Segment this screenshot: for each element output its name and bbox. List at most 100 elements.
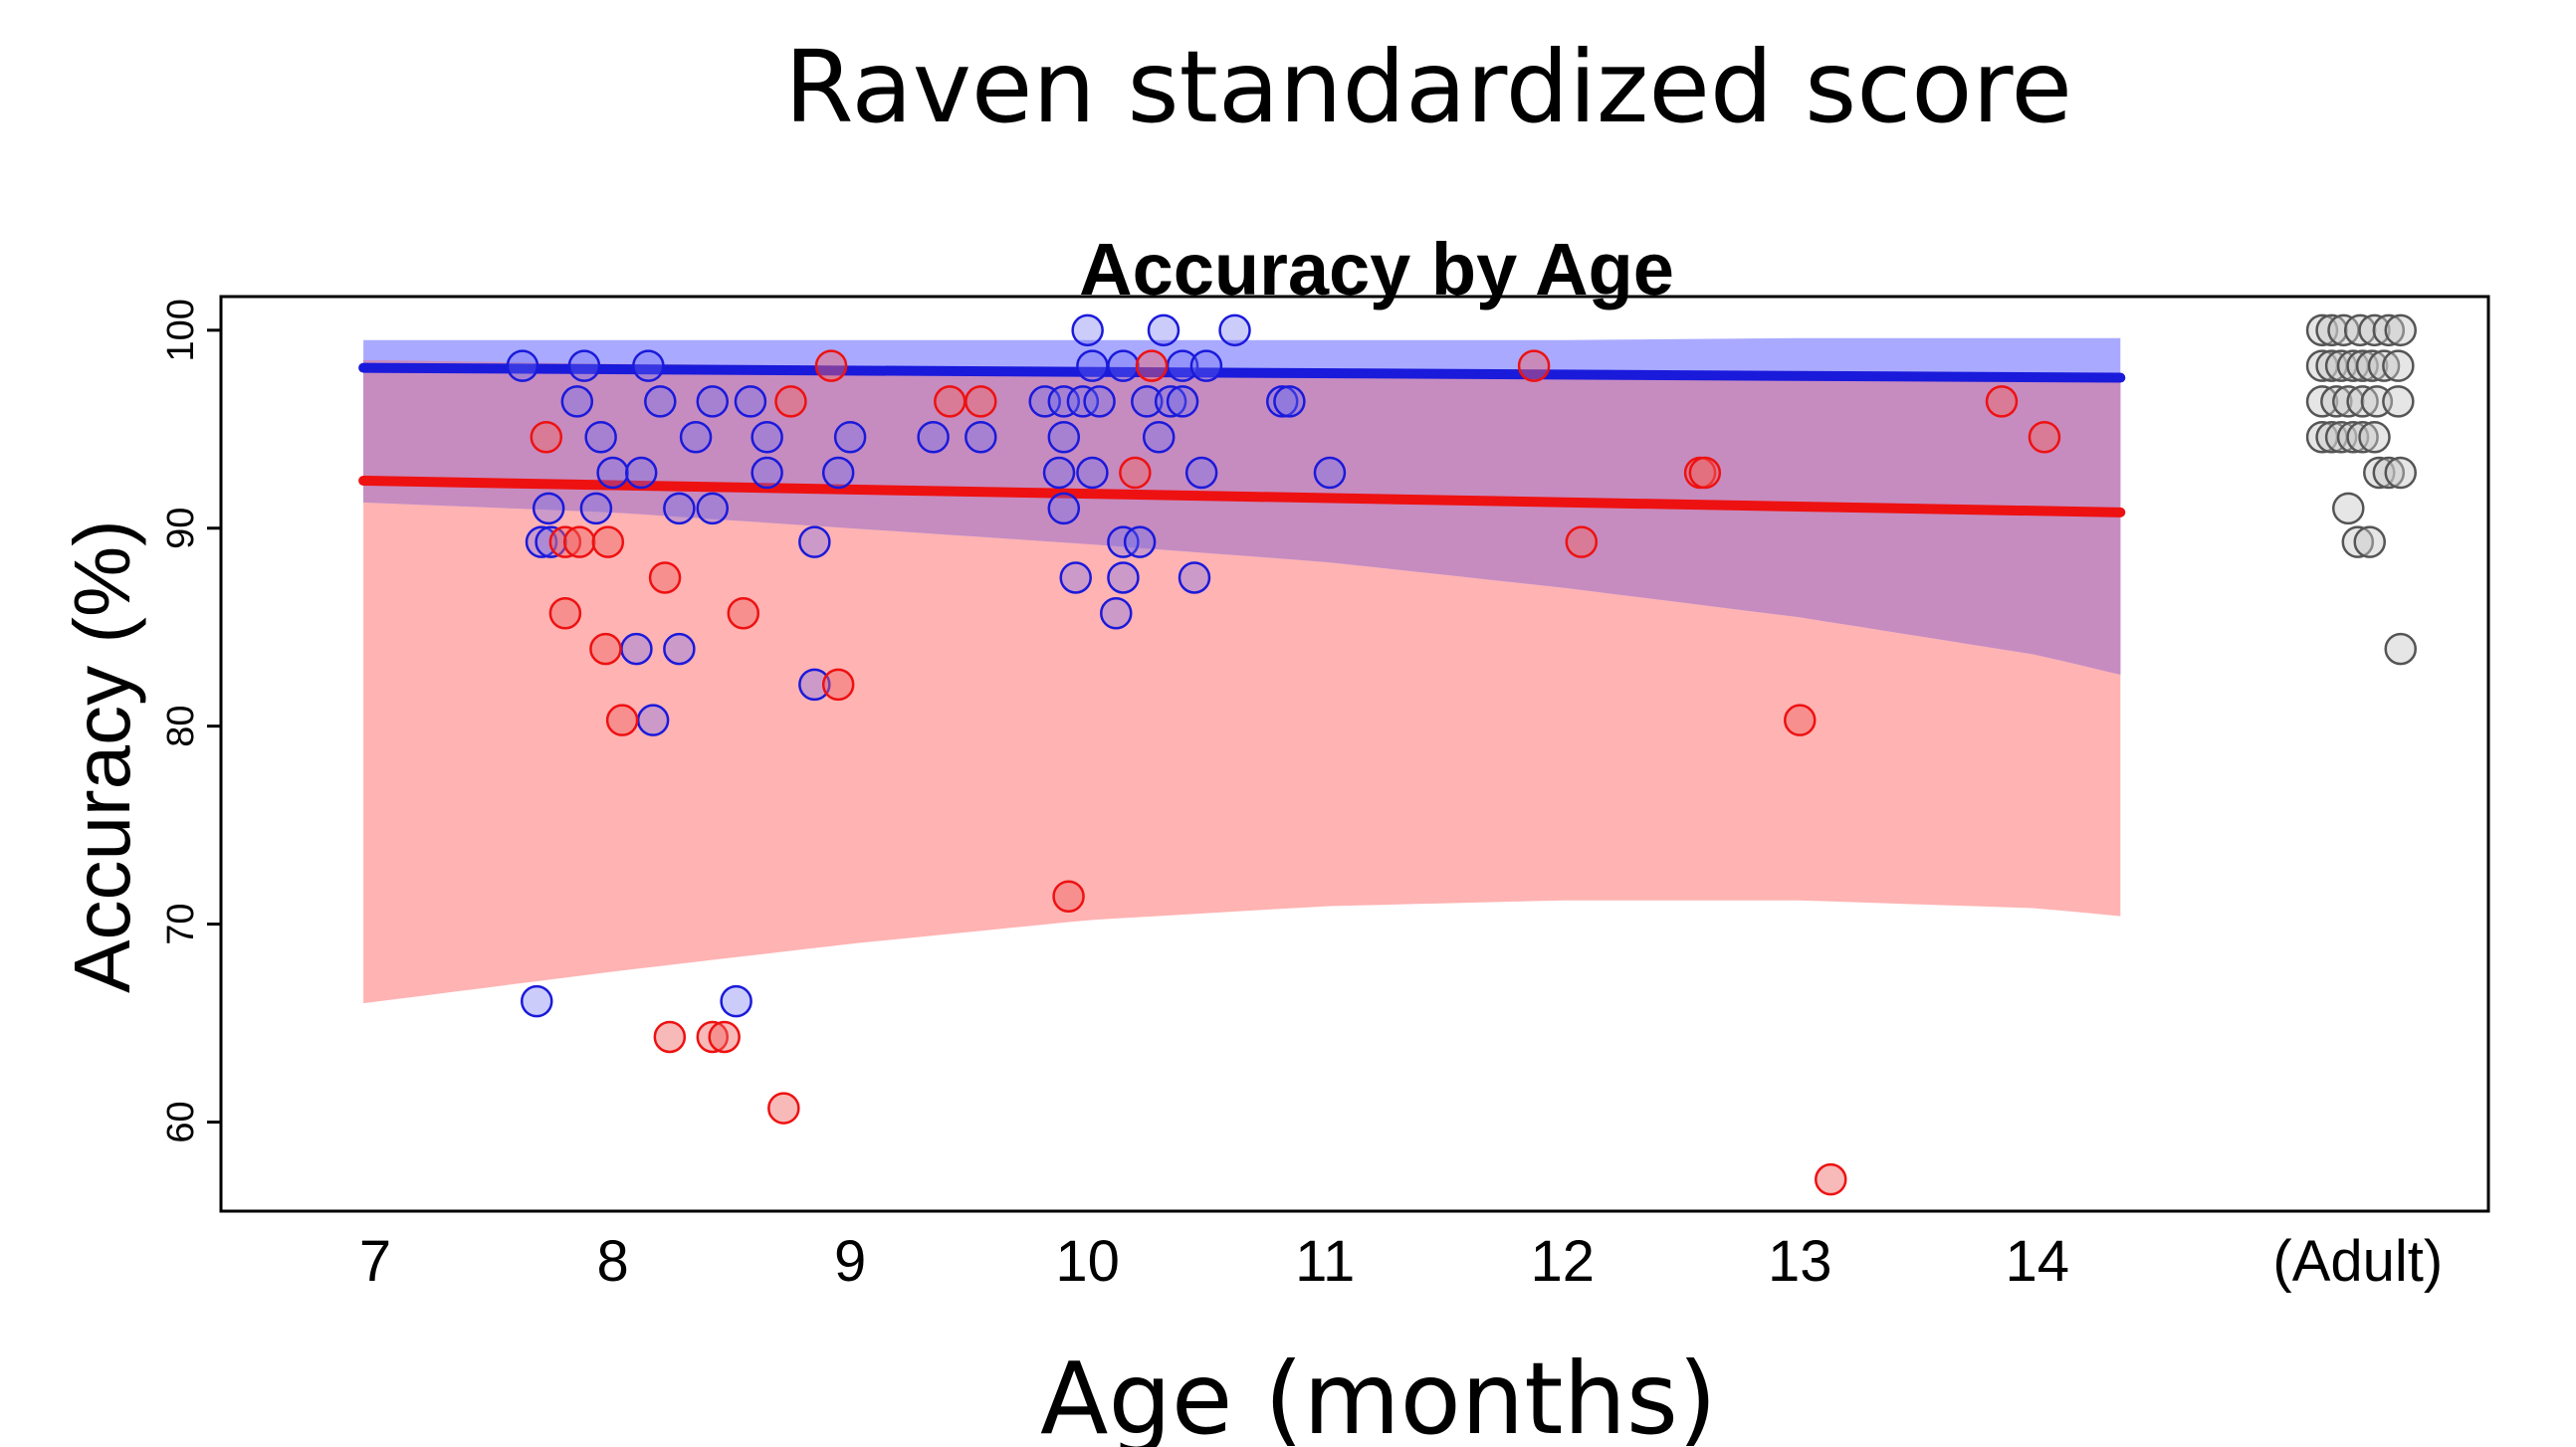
red-data-point bbox=[774, 385, 807, 418]
red-data-point bbox=[653, 1020, 687, 1054]
blue-fit-line bbox=[358, 362, 2126, 383]
blue-data-point bbox=[1189, 349, 1223, 382]
red-data-point bbox=[814, 349, 848, 382]
x-axis-label: Age (months) bbox=[1040, 1341, 1717, 1447]
blue-data-point bbox=[1047, 492, 1081, 525]
adult-data-point bbox=[2382, 385, 2415, 418]
red-data-point bbox=[727, 597, 760, 630]
red-data-point bbox=[605, 704, 639, 736]
x-axis-ticks: 7 8 9 10 11 12 13 14 (Adult) bbox=[359, 1229, 2443, 1294]
red-data-point bbox=[821, 668, 855, 702]
x-tick-label: 9 bbox=[834, 1229, 866, 1294]
red-data-point bbox=[562, 525, 596, 558]
blue-data-point bbox=[821, 456, 855, 490]
red-data-point bbox=[1784, 704, 1817, 736]
blue-data-point bbox=[506, 349, 539, 382]
red-data-point bbox=[1688, 456, 1722, 490]
blue-data-point bbox=[679, 420, 713, 454]
blue-data-point bbox=[1107, 561, 1140, 594]
blue-data-point bbox=[798, 525, 831, 558]
x-tick-label: (Adult) bbox=[2272, 1229, 2443, 1294]
blue-data-point bbox=[833, 420, 867, 454]
y-tick-label: 90 bbox=[160, 508, 202, 549]
blue-data-point bbox=[1123, 525, 1157, 558]
adult-data-point bbox=[2332, 492, 2365, 525]
blue-data-point bbox=[1313, 456, 1347, 490]
blue-data-point bbox=[584, 420, 617, 454]
red-data-point bbox=[1517, 349, 1551, 382]
red-data-point bbox=[708, 1020, 741, 1054]
blue-data-point bbox=[644, 385, 677, 418]
blue-data-point bbox=[1166, 385, 1199, 418]
red-data-point bbox=[2028, 420, 2061, 454]
x-tick-label: 8 bbox=[596, 1229, 628, 1294]
adult-data-point bbox=[2372, 456, 2406, 490]
adult-data-point bbox=[2320, 385, 2353, 418]
adult-data-point bbox=[2384, 313, 2417, 347]
blue-data-point bbox=[567, 349, 601, 382]
red-data-point bbox=[648, 561, 682, 594]
red-data-point bbox=[965, 385, 997, 418]
adult-data-point bbox=[2372, 313, 2406, 347]
blue-data-point bbox=[1083, 385, 1116, 418]
blue-data-point bbox=[1218, 313, 1251, 347]
blue-data-point bbox=[1047, 420, 1081, 454]
red-data-point bbox=[591, 525, 625, 558]
x-tick-label: 7 bbox=[359, 1229, 391, 1294]
blue-data-point bbox=[1184, 456, 1218, 490]
blue-data-point bbox=[525, 525, 558, 558]
red-data-point bbox=[589, 632, 622, 666]
blue-data-point bbox=[696, 492, 730, 525]
red-data-point bbox=[1985, 385, 2019, 418]
blue-data-point bbox=[1076, 349, 1109, 382]
blue-data-point bbox=[1142, 420, 1176, 454]
y-axis-ticks: 60 70 80 90 100 bbox=[160, 299, 221, 1143]
x-tick-label: 11 bbox=[1295, 1229, 1355, 1294]
overlap-confidence-band bbox=[363, 359, 2121, 675]
blue-data-point bbox=[624, 456, 658, 490]
blue-data-point bbox=[1154, 385, 1187, 418]
fit-lines bbox=[358, 362, 2126, 517]
red-fit-line bbox=[358, 475, 2126, 517]
red-data-point bbox=[1119, 456, 1152, 490]
blue-data-point bbox=[560, 385, 594, 418]
plot-frame bbox=[219, 295, 2490, 1213]
blue-data-point bbox=[1107, 525, 1140, 558]
red-data-point bbox=[548, 597, 582, 630]
plot-area bbox=[358, 313, 2417, 1196]
blue-data-point bbox=[1100, 597, 1133, 630]
blue-data-point bbox=[579, 492, 613, 525]
y-tick-label: 100 bbox=[160, 299, 202, 361]
red-data-point bbox=[1565, 525, 1599, 558]
blue-data-point bbox=[632, 349, 665, 382]
blue-data-point bbox=[1178, 561, 1211, 594]
blue-data-point bbox=[596, 456, 629, 490]
red-data-point bbox=[1815, 1162, 1847, 1196]
blue-data-point bbox=[965, 420, 997, 454]
blue-data-point bbox=[751, 420, 783, 454]
x-tick-label: 12 bbox=[1530, 1229, 1595, 1294]
blue-data-point bbox=[1131, 385, 1164, 418]
adult-data-point bbox=[2384, 456, 2417, 490]
slide-title: Raven standardized score bbox=[784, 29, 2072, 145]
adult-data-point bbox=[2346, 420, 2379, 454]
red-data-point bbox=[696, 1020, 730, 1054]
adult-data-point bbox=[2341, 525, 2375, 558]
confidence-bands bbox=[363, 337, 2121, 1004]
y-axis-label: Accuracy (%) bbox=[58, 519, 146, 993]
blue-data-point bbox=[696, 385, 730, 418]
blue-data-point bbox=[917, 420, 950, 454]
blue-data-point bbox=[1265, 385, 1299, 418]
blue-data-point bbox=[734, 385, 767, 418]
blue-data-point bbox=[521, 984, 553, 1018]
y-tick-label: 70 bbox=[160, 903, 202, 944]
red-data-point bbox=[934, 385, 966, 418]
blue-data-point bbox=[636, 704, 670, 736]
adult-data-point bbox=[2315, 313, 2348, 347]
adult-data-point bbox=[2358, 420, 2391, 454]
blue-data-point bbox=[1042, 456, 1076, 490]
blue-data-point bbox=[798, 668, 831, 702]
red-data-point bbox=[1135, 349, 1169, 382]
adult-data-point bbox=[2355, 349, 2389, 382]
